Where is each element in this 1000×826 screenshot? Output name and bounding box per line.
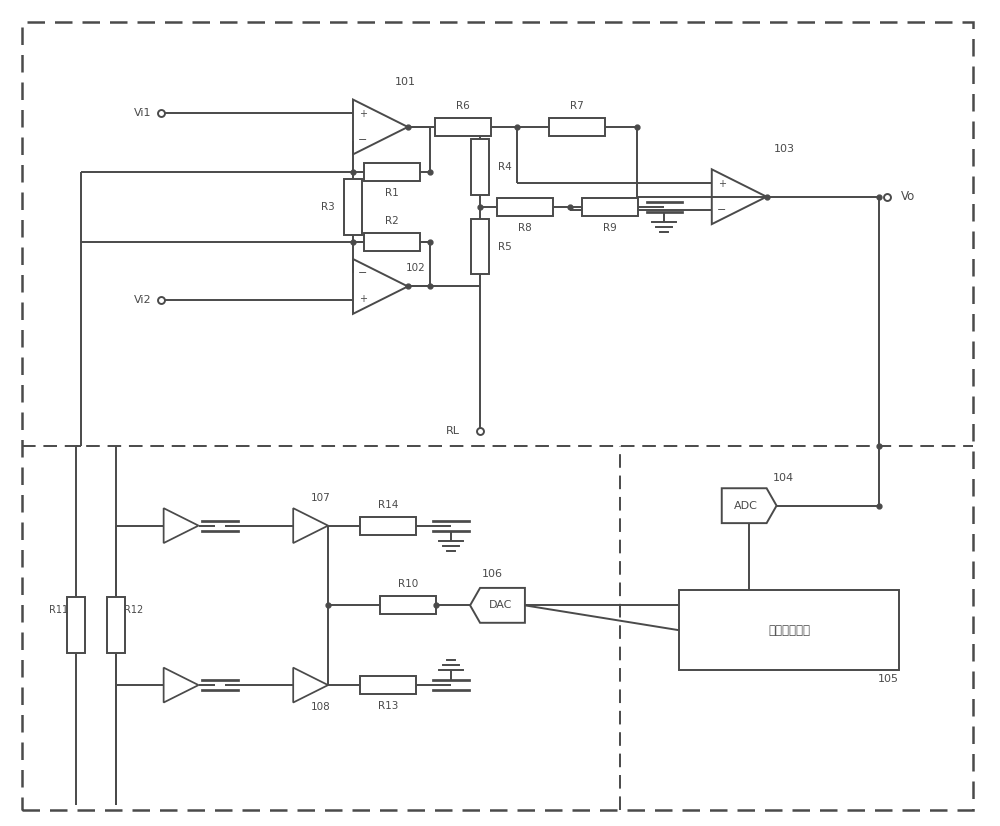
- Text: R8: R8: [518, 223, 532, 233]
- Text: R7: R7: [570, 101, 584, 111]
- Bar: [471, 139, 489, 195]
- Text: Vo: Vo: [901, 190, 915, 203]
- Bar: [364, 233, 420, 250]
- Text: R10: R10: [398, 579, 418, 590]
- Text: 104: 104: [773, 472, 794, 482]
- Text: ADC: ADC: [734, 501, 758, 510]
- Bar: [360, 516, 416, 534]
- Bar: [107, 597, 125, 653]
- Text: R6: R6: [456, 101, 470, 111]
- Text: RL: RL: [446, 426, 460, 436]
- Bar: [679, 591, 899, 670]
- Text: 102: 102: [405, 263, 425, 273]
- Text: R5: R5: [498, 241, 512, 252]
- Text: 107: 107: [311, 492, 330, 503]
- Text: R2: R2: [385, 216, 398, 225]
- Bar: [344, 178, 362, 235]
- Text: 103: 103: [774, 144, 795, 154]
- Text: +: +: [718, 178, 726, 189]
- Text: R1: R1: [385, 188, 398, 197]
- Bar: [471, 219, 489, 274]
- Bar: [360, 676, 416, 694]
- Bar: [435, 118, 491, 136]
- Text: −: −: [358, 268, 368, 278]
- Bar: [67, 597, 85, 653]
- Text: R13: R13: [378, 701, 398, 711]
- Text: −: −: [717, 205, 726, 215]
- Text: 101: 101: [395, 77, 416, 87]
- Text: 信号处理单元: 信号处理单元: [768, 624, 810, 637]
- Bar: [497, 197, 553, 216]
- Text: R14: R14: [378, 500, 398, 510]
- Bar: [380, 596, 436, 615]
- Text: +: +: [359, 109, 367, 119]
- Text: −: −: [358, 135, 368, 145]
- Text: DAC: DAC: [489, 601, 512, 610]
- Text: R9: R9: [603, 223, 617, 233]
- Text: Vi2: Vi2: [134, 295, 151, 305]
- Text: R4: R4: [498, 162, 512, 172]
- Bar: [364, 163, 420, 181]
- Text: R12: R12: [124, 605, 144, 615]
- Text: +: +: [359, 294, 367, 305]
- Text: 108: 108: [311, 702, 330, 712]
- Bar: [549, 118, 605, 136]
- Text: Vi1: Vi1: [134, 108, 151, 118]
- Bar: [582, 197, 638, 216]
- Text: 106: 106: [482, 569, 503, 580]
- Text: 105: 105: [878, 674, 899, 684]
- Text: R3: R3: [321, 202, 335, 211]
- Text: R11: R11: [49, 605, 68, 615]
